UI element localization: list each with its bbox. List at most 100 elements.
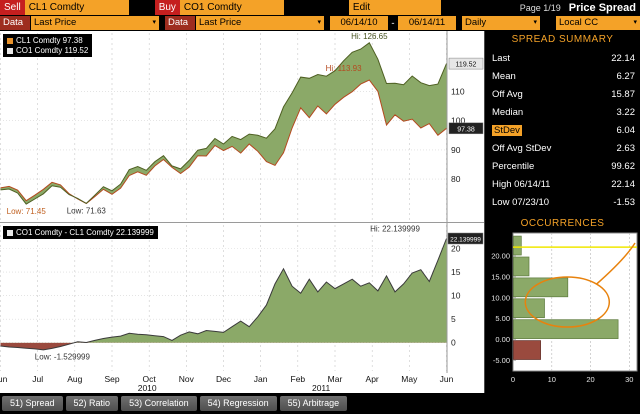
edit-button[interactable]: Edit <box>348 0 441 15</box>
data2-value: Last Price <box>199 17 242 28</box>
summary-row: Percentile 99.62 <box>485 157 640 175</box>
x-axis-year-label: 2010 <box>137 383 157 393</box>
legend-swatch-icon <box>7 37 13 44</box>
sell-ticker-field[interactable]: CL1 Comdty <box>24 0 129 15</box>
period-select[interactable]: Daily ▾ <box>462 16 540 30</box>
x-axis-month-label: Jun <box>0 374 8 384</box>
summary-label: Median <box>492 106 524 118</box>
svg-text:5.00: 5.00 <box>495 314 510 323</box>
x-axis-month-label: Sep <box>104 374 120 384</box>
screen-title: Price Spread <box>568 1 636 14</box>
legend-entry: CL1 Comdty 97.38 <box>7 36 88 45</box>
summary-label: High 06/14/11 <box>492 178 551 190</box>
spacer <box>441 0 520 15</box>
summary-value: 6.04 <box>616 124 636 136</box>
summary-label: Mean <box>492 70 516 82</box>
regression-button[interactable]: 54) Regression <box>199 396 277 411</box>
summary-row: Last 22.14 <box>485 49 640 67</box>
svg-text:5: 5 <box>451 314 456 324</box>
occurrences-title: OCCURRENCES <box>520 218 605 229</box>
summary-row: High 06/14/11 22.14 <box>485 175 640 193</box>
summary-label: Low 07/23/10 <box>492 196 550 208</box>
x-axis-year-label: 2011 <box>311 383 331 393</box>
svg-text:Hi: 113.93: Hi: 113.93 <box>326 64 362 73</box>
svg-text:119.52: 119.52 <box>456 62 477 69</box>
summary-value: 3.22 <box>616 106 636 118</box>
buy-button[interactable]: Buy <box>154 0 180 15</box>
buy-ticker-field[interactable]: CO1 Comdty <box>179 0 284 15</box>
svg-text:30: 30 <box>625 375 633 384</box>
legend-entry: CO1 Comdty 119.52 <box>7 46 88 55</box>
summary-value: -1.53 <box>613 196 635 208</box>
summary-label: Off Avg StDev <box>492 142 552 154</box>
bottom-menu-bar: 51) Spread 52) Ratio 53) Correlation 54) Re… <box>0 393 640 414</box>
chevron-down-icon: ▾ <box>152 19 156 26</box>
data1-select[interactable]: Last Price ▾ <box>31 16 159 30</box>
svg-text:Low: -1.529999: Low: -1.529999 <box>35 353 91 362</box>
summary-label: Last <box>492 52 510 64</box>
spread-summary-title: SPREAD SUMMARY <box>511 34 614 45</box>
legend-entry: CO1 Comdty - CL1 Comdty 22.139999 <box>7 228 154 237</box>
svg-text:22.139999: 22.139999 <box>450 237 481 244</box>
occurrences-chart[interactable]: 0 10 20 30 -5.00 0.00 5.00 10.00 15.00 20.00 <box>485 231 640 389</box>
summary-row: Mean 6.27 <box>485 67 640 85</box>
legend-text: CL1 Comdty 97.38 <box>16 36 83 45</box>
currency-select[interactable]: Local CC ▾ <box>556 16 640 30</box>
summary-row: Off Avg StDev 2.63 <box>485 139 640 157</box>
spacer <box>284 0 349 15</box>
page-indicator: Page 1/19 <box>519 2 561 13</box>
svg-text:0: 0 <box>511 375 515 384</box>
ratio-button[interactable]: 52) Ratio <box>65 396 119 411</box>
data2-label: Data <box>165 16 195 30</box>
legend-text: CO1 Comdty - CL1 Comdty 22.139999 <box>16 228 154 237</box>
summary-row: StDev 6.04 <box>485 121 640 139</box>
svg-text:90: 90 <box>451 145 461 155</box>
x-axis-month-label: Feb <box>290 374 306 384</box>
date-to-field[interactable]: 06/14/11 <box>398 16 456 30</box>
summary-value: 6.27 <box>616 70 636 82</box>
data2-select[interactable]: Last Price ▾ <box>196 16 324 30</box>
svg-text:-5.00: -5.00 <box>493 356 510 365</box>
sell-button[interactable]: Sell <box>0 0 25 15</box>
svg-text:Hi: 22.139999: Hi: 22.139999 <box>370 225 420 234</box>
svg-text:0: 0 <box>451 338 456 348</box>
arbitrage-button[interactable]: 55) Arbitrage <box>279 396 348 411</box>
chart-column: 80 90 100 110 Hi: 126.65 Hi: 113.93 Low: 71.45… <box>0 31 484 393</box>
spread-chart[interactable]: 0 5 10 15 20 Hi: 22.139999 Low: -1.529999 22.13… <box>0 223 484 373</box>
spacer <box>129 0 155 15</box>
price-chart-wrap: 80 90 100 110 Hi: 126.65 Hi: 113.93 Low: 71.45… <box>0 31 484 223</box>
date-range-separator: - <box>391 17 395 29</box>
currency-value: Local CC <box>559 17 599 28</box>
svg-text:15: 15 <box>451 267 461 277</box>
svg-text:20: 20 <box>586 375 594 384</box>
right-panel: SPREAD SUMMARY Last 22.14 Mean 6.27 Off Avg 1… <box>484 31 640 393</box>
correlation-button[interactable]: 53) Correlation <box>121 396 197 411</box>
date-from-field[interactable]: 06/14/10 <box>330 16 388 30</box>
x-axis-month-label: Jan <box>253 374 268 384</box>
summary-row: Low 07/23/10 -1.53 <box>485 193 640 211</box>
x-axis-month-label: May <box>401 374 418 384</box>
summary-value: 22.14 <box>611 178 635 190</box>
svg-text:97.38: 97.38 <box>457 126 475 133</box>
legend-swatch-icon <box>7 47 13 54</box>
chevron-down-icon: ▾ <box>533 19 537 26</box>
top-command-bar: Sell CL1 Comdty Buy CO1 Comdty Edit Page… <box>0 0 640 15</box>
price-chart[interactable]: 80 90 100 110 Hi: 126.65 Hi: 113.93 Low: 71.45… <box>0 31 484 222</box>
spread-chart-wrap: 0 5 10 15 20 Hi: 22.139999 Low: -1.529999 22.13… <box>0 223 484 373</box>
x-axis-month-label: Mar <box>327 374 343 384</box>
spread-button[interactable]: 51) Spread <box>2 396 63 411</box>
svg-text:Low: 71.63: Low: 71.63 <box>67 207 107 216</box>
svg-text:15.00: 15.00 <box>491 272 510 281</box>
svg-text:100: 100 <box>451 116 465 126</box>
summary-value: 15.87 <box>611 88 635 100</box>
x-axis-month-label: Jun <box>439 374 454 384</box>
svg-text:10: 10 <box>548 375 556 384</box>
svg-text:10.00: 10.00 <box>491 293 510 302</box>
summary-label[interactable]: StDev <box>492 124 522 136</box>
svg-text:Hi: 126.65: Hi: 126.65 <box>351 32 388 41</box>
x-axis-month-label: Oct <box>142 374 156 384</box>
chevron-down-icon: ▾ <box>633 19 637 26</box>
x-axis-month-label: Jul <box>32 374 44 384</box>
summary-row: Median 3.22 <box>485 103 640 121</box>
